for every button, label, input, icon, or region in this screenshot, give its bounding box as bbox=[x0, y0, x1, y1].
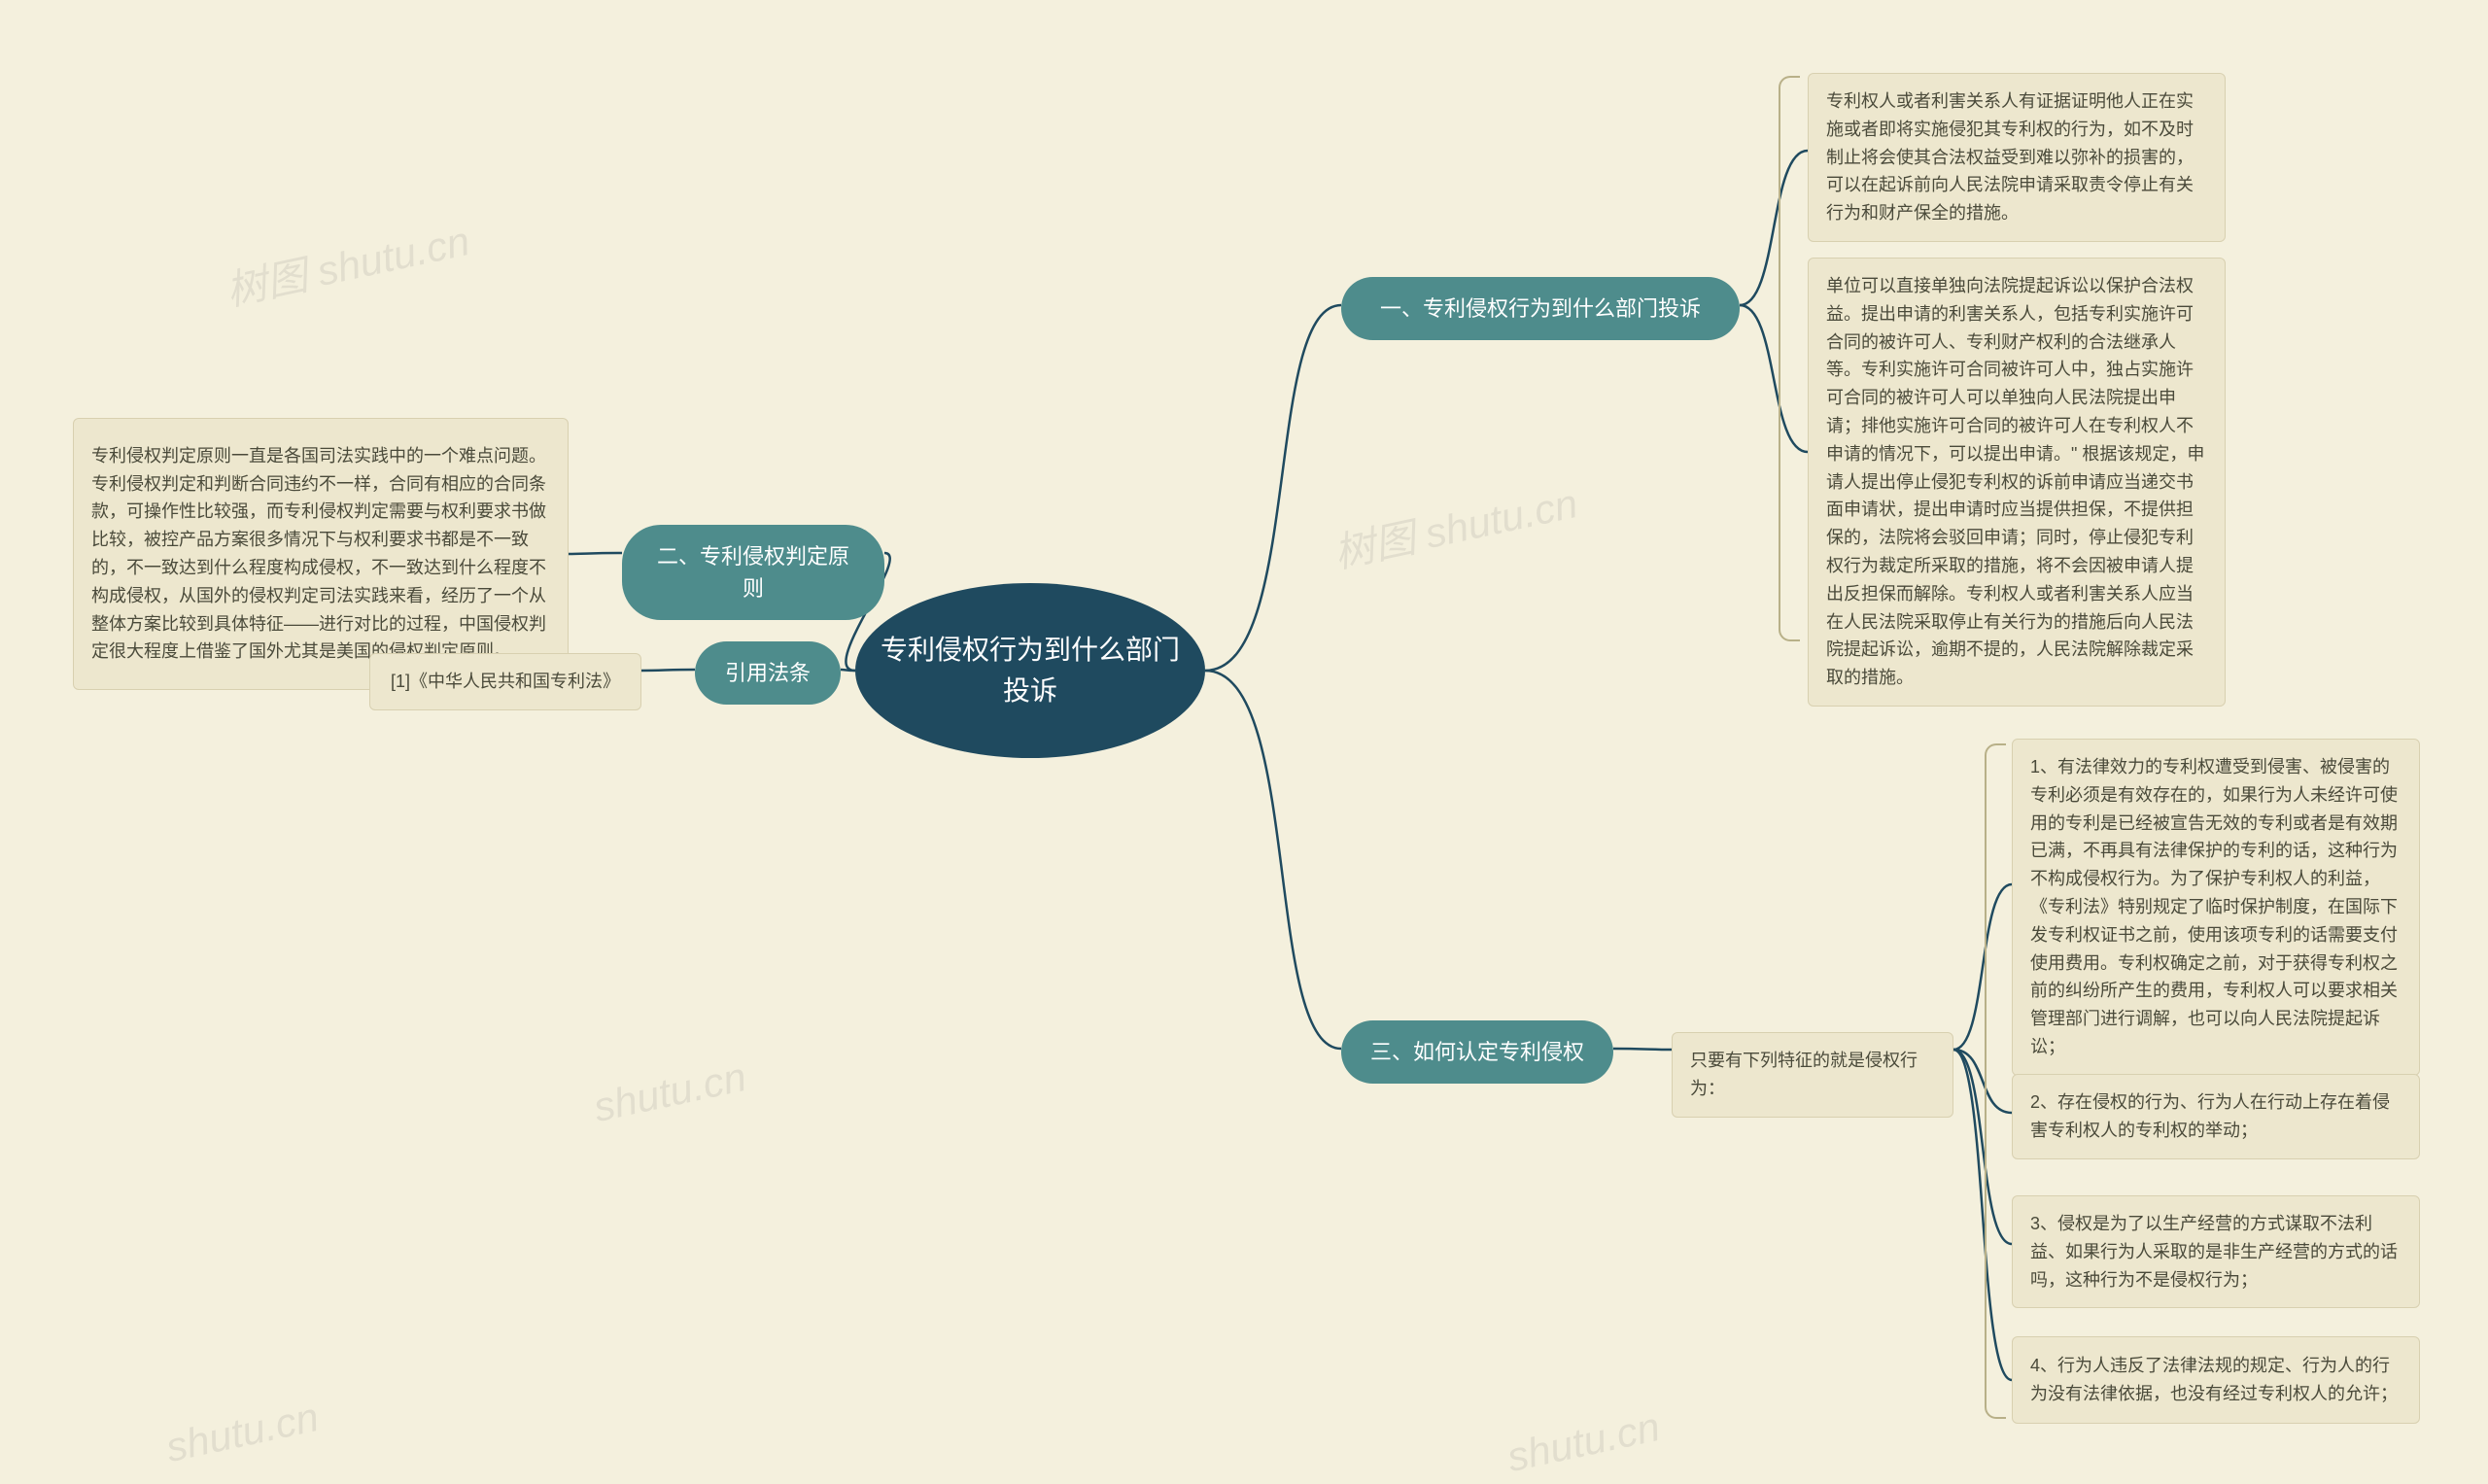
leaf-text: 4、行为人违反了法律法规的规定、行为人的行为没有法律依据，也没有经过专利权人的允… bbox=[2030, 1352, 2402, 1408]
watermark-3: shutu.cn bbox=[590, 1053, 750, 1131]
leaf-node-2: 单位可以直接单独向法院提起诉讼以保护合法权益。提出申请的利害关系人，包括专利实施… bbox=[1808, 258, 2226, 707]
leaf-text: 单位可以直接单独向法院提起诉讼以保护合法权益。提出申请的利害关系人，包括专利实施… bbox=[1826, 272, 2207, 692]
leaf-node-1: 专利权人或者利害关系人有证据证明他人正在实施或者即将实施侵犯其专利权的行为，如不… bbox=[1808, 73, 2226, 242]
branch-node-1[interactable]: 一、专利侵权行为到什么部门投诉 bbox=[1341, 277, 1740, 340]
group-bracket-1 bbox=[1779, 76, 1800, 641]
watermark-1: 树图 shutu.cn bbox=[220, 208, 474, 318]
leaf-text: 3、侵权是为了以生产经营的方式谋取不法利益、如果行为人采取的是非生产经营的方式的… bbox=[2030, 1210, 2402, 1294]
leaf-node-8: 3、侵权是为了以生产经营的方式谋取不法利益、如果行为人采取的是非生产经营的方式的… bbox=[2012, 1195, 2420, 1308]
branch-label: 引用法条 bbox=[725, 657, 811, 689]
connector-7 bbox=[569, 553, 622, 554]
leaf-text: 2、存在侵权的行为、行为人在行动上存在着侵害专利权人的专利权的举动； bbox=[2030, 1088, 2402, 1145]
root-label: 专利侵权行为到什么部门投诉 bbox=[875, 630, 1186, 711]
branch-node-3[interactable]: 引用法条 bbox=[695, 641, 841, 705]
group-bracket-2 bbox=[1985, 743, 2006, 1419]
watermark-4: shutu.cn bbox=[162, 1394, 323, 1471]
leaf-text: 专利侵权判定原则一直是各国司法实践中的一个难点问题。专利侵权判定和判断合同违约不… bbox=[91, 442, 550, 666]
leaf-text: 专利权人或者利害关系人有证据证明他人正在实施或者即将实施侵犯其专利权的行为，如不… bbox=[1826, 87, 2207, 227]
branch-label: 三、如何认定专利侵权 bbox=[1370, 1036, 1584, 1068]
leaf-node-4: [1]《中华人民共和国专利法》 bbox=[369, 653, 641, 710]
leaf-node-7: 2、存在侵权的行为、行为人在行动上存在着侵害专利权人的专利权的举动； bbox=[2012, 1074, 2420, 1159]
branch-node-4[interactable]: 三、如何认定专利侵权 bbox=[1341, 1020, 1613, 1084]
branch-node-2[interactable]: 二、专利侵权判定原则 bbox=[622, 525, 884, 620]
watermark-5: shutu.cn bbox=[1503, 1403, 1664, 1481]
leaf-node-5: 只要有下列特征的就是侵权行为： bbox=[1672, 1032, 1953, 1118]
connector-4 bbox=[841, 670, 855, 671]
watermark-2: 树图 shutu.cn bbox=[1328, 470, 1582, 580]
connector-9 bbox=[1613, 1049, 1672, 1050]
leaf-text: [1]《中华人民共和国专利法》 bbox=[391, 668, 620, 696]
root-node[interactable]: 专利侵权行为到什么部门投诉 bbox=[855, 583, 1205, 758]
leaf-node-6: 1、有法律效力的专利权遭受到侵害、被侵害的专利必须是有效存在的，如果行为人未经许… bbox=[2012, 739, 2420, 1076]
leaf-text: 只要有下列特征的就是侵权行为： bbox=[1690, 1047, 1935, 1103]
connector-1 bbox=[1205, 305, 1341, 671]
connector-8 bbox=[641, 670, 695, 671]
leaf-node-3: 专利侵权判定原则一直是各国司法实践中的一个难点问题。专利侵权判定和判断合同违约不… bbox=[73, 418, 569, 690]
connector-2 bbox=[1205, 671, 1341, 1049]
leaf-node-9: 4、行为人违反了法律法规的规定、行为人的行为没有法律依据，也没有经过专利权人的允… bbox=[2012, 1336, 2420, 1424]
branch-label: 二、专利侵权判定原则 bbox=[649, 540, 857, 604]
branch-label: 一、专利侵权行为到什么部门投诉 bbox=[1380, 293, 1701, 325]
leaf-text: 1、有法律效力的专利权遭受到侵害、被侵害的专利必须是有效存在的，如果行为人未经许… bbox=[2030, 753, 2402, 1061]
